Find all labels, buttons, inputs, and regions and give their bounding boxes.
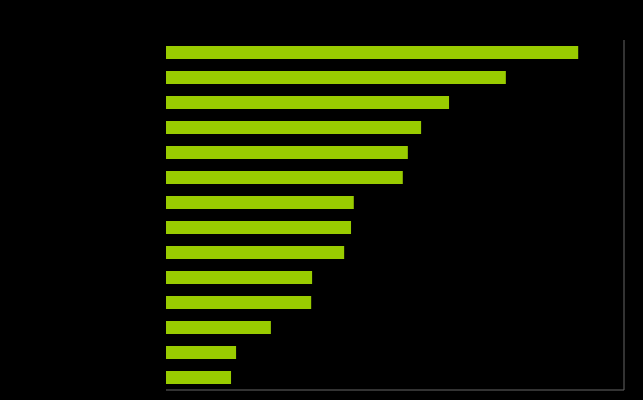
bar (166, 196, 354, 209)
bar (166, 146, 408, 159)
bar (166, 71, 506, 84)
bar (166, 271, 313, 284)
bar (166, 296, 312, 309)
bar (166, 46, 579, 59)
bar (166, 96, 450, 109)
bar (166, 371, 232, 384)
bar (166, 121, 422, 134)
bar (166, 221, 352, 234)
bar (166, 171, 403, 184)
bar (166, 346, 237, 359)
bar (166, 246, 345, 259)
bar (166, 321, 271, 334)
